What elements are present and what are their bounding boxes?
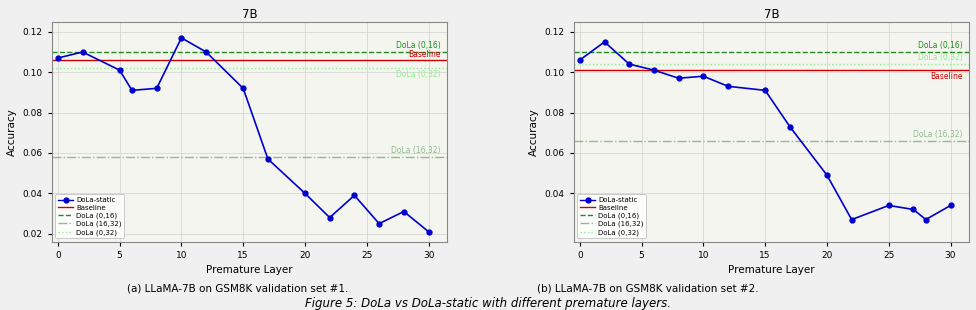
Legend: DoLa-static, Baseline, DoLa (0,16), DoLa (16,32), DoLa (0,32): DoLa-static, Baseline, DoLa (0,16), DoLa… xyxy=(577,194,646,238)
Legend: DoLa-static, Baseline, DoLa (0,16), DoLa (16,32), DoLa (0,32): DoLa-static, Baseline, DoLa (0,16), DoLa… xyxy=(55,194,124,238)
Y-axis label: Accuracy: Accuracy xyxy=(529,108,539,156)
Text: DoLa (0,32): DoLa (0,32) xyxy=(918,53,963,62)
Title: 7B: 7B xyxy=(241,7,258,20)
Text: DoLa (16,32): DoLa (16,32) xyxy=(914,130,963,139)
Title: 7B: 7B xyxy=(763,7,779,20)
Text: (a) LLaMA-7B on GSM8K validation set #1.: (a) LLaMA-7B on GSM8K validation set #1. xyxy=(127,283,348,293)
Text: DoLa (0,16): DoLa (0,16) xyxy=(918,41,963,50)
Text: Baseline: Baseline xyxy=(930,72,963,81)
Y-axis label: Accuracy: Accuracy xyxy=(7,108,17,156)
X-axis label: Premature Layer: Premature Layer xyxy=(206,265,293,275)
Text: DoLa (0,32): DoLa (0,32) xyxy=(396,70,441,79)
Text: Figure 5: DoLa vs DoLa-static with different premature layers.: Figure 5: DoLa vs DoLa-static with diffe… xyxy=(305,297,671,310)
Text: Baseline: Baseline xyxy=(408,50,441,59)
Text: DoLa (16,32): DoLa (16,32) xyxy=(391,146,441,155)
X-axis label: Premature Layer: Premature Layer xyxy=(728,265,815,275)
Text: (b) LLaMA-7B on GSM8K validation set #2.: (b) LLaMA-7B on GSM8K validation set #2. xyxy=(537,283,758,293)
Text: DoLa (0,16): DoLa (0,16) xyxy=(396,41,441,50)
